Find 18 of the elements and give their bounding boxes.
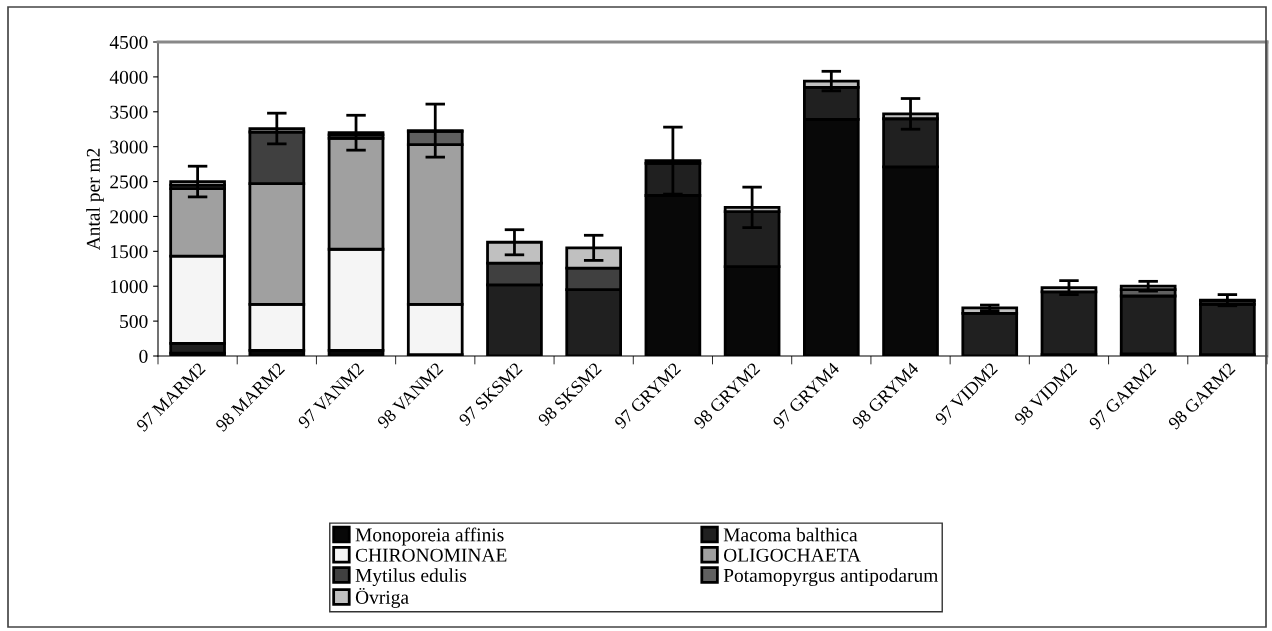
y-tick-label: 3000 (110, 140, 148, 154)
legend-label: Potamopyrgus antipodarum (723, 568, 939, 586)
legend-label: Övriga (355, 587, 409, 608)
y-tick-label: 4500 (109, 35, 148, 49)
y-tick-label: 1500 (111, 245, 148, 259)
y-axis-title: Antal per m2 (86, 148, 104, 251)
y-tick-label: 0 (139, 349, 148, 363)
legend-label: CHIRONOMINAE (355, 548, 507, 562)
y-tick-label: 2000 (110, 210, 148, 224)
y-tick-label: 3500 (110, 105, 148, 119)
y-tick-label: 2500 (110, 175, 148, 189)
legend-label: Macoma balthica (723, 527, 858, 542)
y-tick-label: 500 (120, 314, 148, 329)
y-tick-label: 1000 (111, 280, 148, 294)
legend-label: Monoporeia affinis (355, 527, 504, 546)
legend-label: Mytilus edulis (355, 568, 467, 586)
legend-label: OLIGOCHAETA (723, 548, 861, 562)
y-tick-label: 4000 (109, 70, 148, 84)
